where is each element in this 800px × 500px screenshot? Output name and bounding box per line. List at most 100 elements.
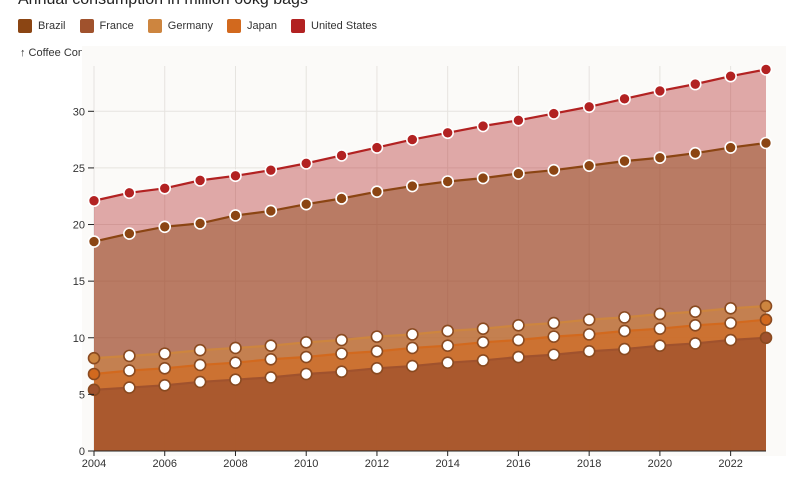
x-axis-ticks: 2004 2006 2008 2010 2012 2014 2016 2018 2020 2022 (82, 451, 743, 470)
data-point (123, 349, 136, 363)
data-point (123, 186, 136, 200)
legend-item-united-states[interactable]: United States (291, 19, 377, 33)
data-point (193, 217, 207, 230)
chart-title: Annual consumption in million 60kg bags (18, 0, 308, 9)
data-point (512, 350, 525, 364)
x-tick-label: 2016 (506, 458, 530, 470)
data-point (406, 359, 419, 373)
data-point (476, 335, 490, 349)
data-point (193, 343, 207, 357)
data-point (229, 209, 242, 222)
y-tick-label: 15 (73, 276, 85, 288)
data-point (688, 146, 702, 160)
data-point (476, 119, 490, 133)
data-point (582, 313, 596, 326)
x-tick-label: 2008 (223, 458, 247, 470)
data-point (512, 114, 525, 127)
data-point (299, 335, 313, 349)
legend-swatch (291, 19, 305, 33)
data-point (299, 350, 313, 364)
data-point (441, 324, 454, 338)
data-point (724, 69, 737, 83)
data-point (158, 220, 172, 234)
y-tick-label: 20 (73, 220, 85, 232)
data-point (618, 92, 631, 106)
data-point (406, 328, 419, 341)
data-point (653, 84, 667, 98)
data-point (688, 77, 702, 91)
legend-swatch (18, 19, 32, 33)
data-point (158, 379, 172, 392)
x-tick-label: 2014 (435, 458, 459, 470)
data-point (759, 299, 773, 313)
data-point (653, 151, 667, 165)
data-point (441, 339, 454, 352)
legend-item-brazil[interactable]: Brazil (18, 19, 66, 33)
data-point (582, 100, 596, 114)
legend-swatch (79, 19, 94, 33)
x-tick-label: 2006 (152, 458, 176, 470)
legend-item-japan[interactable]: Japan (227, 19, 277, 33)
legend-item-germany[interactable]: Germany (147, 19, 214, 33)
data-point (582, 345, 596, 358)
legend-swatch (147, 19, 162, 33)
area-france (94, 337, 766, 451)
data-point (759, 136, 773, 150)
y-axis-ticks: 0 5 10 15 20 25 30 (73, 106, 94, 458)
data-point (441, 126, 454, 140)
x-tick-label: 2004 (82, 458, 106, 470)
data-point (264, 204, 278, 218)
legend-item-france[interactable]: France (79, 19, 134, 33)
data-point (335, 333, 348, 347)
data-point (264, 371, 278, 384)
y-tick-label: 0 (79, 446, 85, 458)
data-point (193, 174, 207, 187)
data-point (653, 307, 667, 321)
legend-label: France (99, 20, 134, 32)
legend: Brazil France Germany Japan United State… (18, 19, 377, 33)
data-point (229, 356, 242, 369)
data-point (688, 319, 702, 332)
data-point (512, 319, 525, 332)
data-point (653, 339, 667, 352)
data-point (724, 302, 737, 315)
data-point (299, 367, 313, 381)
data-point (87, 235, 101, 248)
data-point (476, 322, 490, 336)
data-point (229, 169, 242, 183)
data-point (547, 163, 561, 177)
legend-label: United States (311, 20, 378, 32)
data-point (582, 328, 596, 341)
legend-swatch (227, 19, 242, 33)
legend-label: Japan (247, 20, 277, 32)
data-point (547, 348, 561, 362)
data-point (193, 375, 207, 389)
data-point (123, 381, 136, 394)
y-tick-label: 30 (73, 106, 85, 118)
data-point (370, 141, 384, 154)
x-tick-label: 2010 (294, 458, 318, 470)
x-tick-label: 2012 (365, 458, 389, 470)
data-point (618, 342, 631, 356)
data-point (123, 364, 136, 377)
legend-label: Germany (167, 20, 214, 32)
y-tick-label: 10 (73, 333, 85, 345)
data-point (158, 347, 172, 360)
x-tick-label: 2018 (577, 458, 601, 470)
data-point (406, 179, 419, 193)
data-point (476, 171, 490, 185)
y-tick-label: 5 (79, 389, 85, 401)
data-point (618, 311, 631, 324)
data-point (158, 362, 172, 375)
points (87, 63, 773, 397)
data-point (264, 339, 278, 352)
data-point (688, 305, 702, 319)
legend-label: Brazil (38, 20, 66, 32)
data-point (618, 154, 631, 168)
y-tick-label: 25 (73, 163, 85, 175)
data-point (158, 181, 172, 195)
data-point (618, 324, 631, 338)
data-point (512, 333, 525, 347)
data-point (87, 194, 101, 208)
